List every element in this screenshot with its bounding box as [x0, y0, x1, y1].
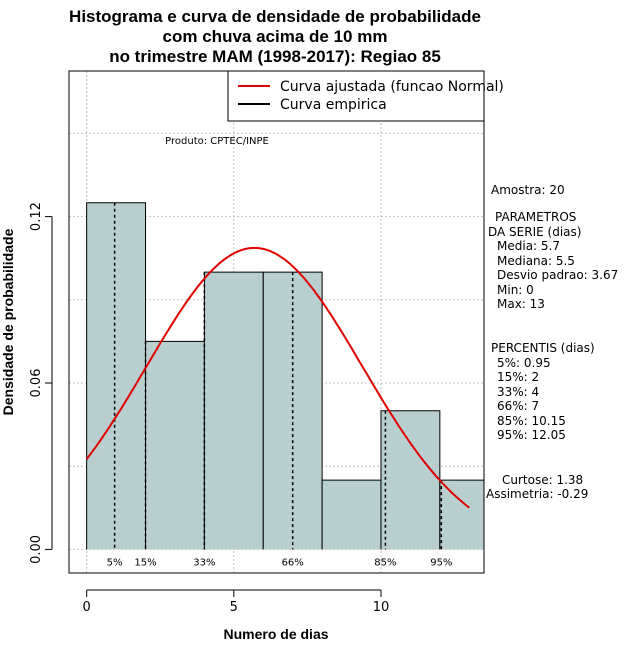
stat-p33: 33%: 4	[497, 385, 539, 399]
x-tick-label: 0	[83, 600, 91, 615]
x-tick-label: 5	[230, 600, 238, 615]
legend-label-empirical: Curva empirica	[280, 97, 387, 113]
percentile-label: 33%	[193, 557, 215, 568]
percentile-label: 15%	[134, 557, 156, 568]
y-tick-label: 0.12	[29, 202, 44, 231]
axes: 0 5 10 0.00 0.06 0.12	[29, 202, 389, 615]
chart-title-line-1: Histograma e curva de densidade de proba…	[69, 7, 481, 26]
y-tick-label: 0.00	[29, 535, 44, 564]
stat-p15: 15%: 2	[497, 370, 539, 384]
stat-max: Max: 13	[497, 297, 545, 311]
histogram-bar	[145, 341, 205, 550]
legend-label-fitted: Curva ajustada (funcao Normal)	[280, 79, 504, 95]
x-axis-title: Numero de dias	[223, 626, 328, 642]
legend-box	[227, 70, 485, 122]
histogram-bar	[380, 410, 440, 550]
stat-assimetria: Assimetria: -0.29	[486, 487, 588, 501]
stat-media: Media: 5.7	[497, 239, 560, 253]
percentile-label: 5%	[107, 557, 123, 568]
percentile-label: 85%	[374, 557, 396, 568]
percentile-lines: 5% 15% 33% 66% 85% 95%	[107, 202, 452, 568]
stat-amostra: Amostra: 20	[491, 183, 565, 197]
histogram-bar	[322, 480, 381, 550]
stat-parametros-title-1: PARAMETROS	[495, 210, 576, 224]
x-tick-label: 10	[373, 600, 390, 615]
stat-p5: 5%: 0.95	[497, 356, 551, 370]
y-tick-label: 0.06	[29, 369, 44, 398]
stats-panel: Amostra: 20 PARAMETROS DA SERIE (dias) M…	[486, 183, 618, 501]
chart-title-line-3: no trimestre MAM (1998-2017): Regiao 85	[109, 47, 441, 66]
legend: Curva ajustada (funcao Normal) Curva emp…	[227, 70, 504, 122]
stat-percentis-title: PERCENTIS (dias)	[491, 341, 595, 355]
histogram-bar	[439, 480, 484, 550]
stat-min: Min: 0	[497, 283, 534, 297]
normal-curve-line	[85, 246, 470, 509]
stat-p66: 66%: 7	[497, 399, 539, 413]
normal-curve	[85, 246, 470, 509]
stat-parametros-title-2: DA SERIE (dias)	[488, 225, 581, 239]
stat-p85: 85%: 10.15	[497, 414, 566, 428]
stat-curtose: Curtose: 1.38	[502, 473, 583, 487]
stat-p95: 95%: 12.05	[497, 428, 566, 442]
produto-label: Produto: CPTEC/INPE	[165, 136, 269, 147]
histogram-bar	[204, 272, 264, 550]
chart-title-line-2: com chuva acima de 10 mm	[163, 27, 388, 46]
chart-title: Histograma e curva de densidade de proba…	[69, 7, 481, 66]
stat-mediana: Mediana: 5.5	[497, 254, 575, 268]
y-axis-title: Densidade de probabilidade	[0, 228, 16, 415]
percentile-label: 95%	[430, 557, 452, 568]
percentile-label: 66%	[282, 557, 304, 568]
stat-desvio: Desvio padrao: 3.67	[497, 268, 618, 282]
histogram-bar	[86, 202, 146, 550]
